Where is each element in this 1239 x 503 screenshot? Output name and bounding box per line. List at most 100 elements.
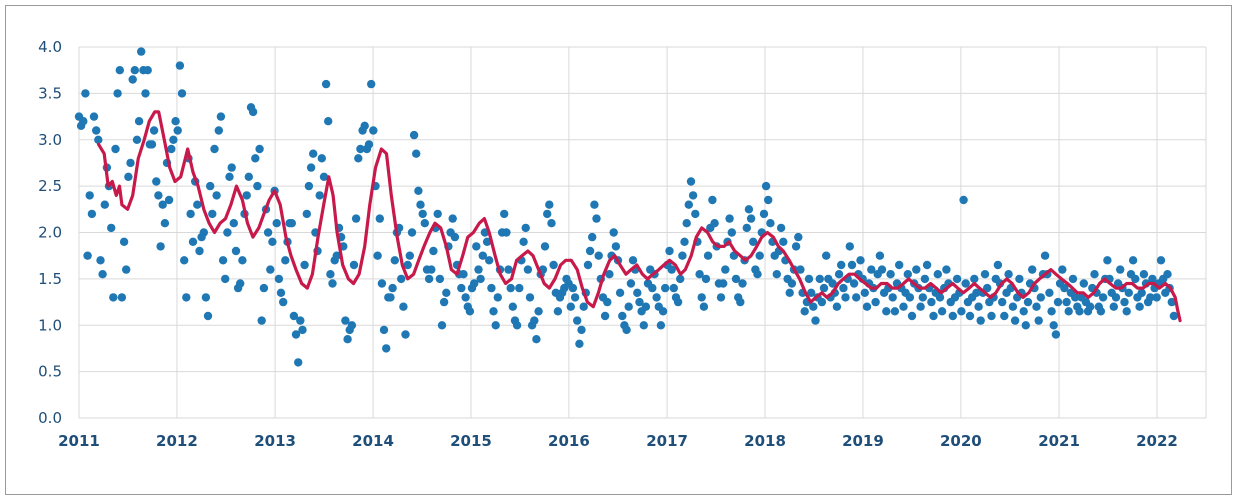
x-tick-label: 2019 (842, 432, 884, 450)
data-point (296, 316, 305, 325)
data-point (736, 297, 745, 307)
data-point (154, 191, 163, 200)
data-point (832, 302, 842, 311)
data-point (309, 149, 318, 158)
data-point (688, 191, 698, 200)
data-point (377, 279, 387, 288)
data-point (137, 47, 146, 56)
data-point (860, 288, 869, 297)
data-point (583, 260, 593, 270)
data-point (1139, 270, 1149, 279)
data-point (229, 219, 238, 228)
data-point (113, 89, 122, 98)
data-point (1152, 293, 1161, 302)
data-point (570, 293, 580, 302)
data-point (678, 251, 687, 260)
x-tick-label: 2016 (548, 432, 590, 450)
gridlines (78, 46, 1207, 419)
data-point (470, 279, 479, 288)
data-point (343, 335, 352, 344)
data-point (577, 325, 586, 335)
data-point (708, 195, 717, 205)
data-point (149, 126, 159, 135)
data-point (98, 270, 107, 279)
data-point (837, 260, 846, 270)
data-point (248, 107, 258, 117)
data-point (1051, 330, 1061, 339)
data-point (1047, 307, 1056, 316)
data-point (800, 307, 809, 316)
data-point (94, 135, 103, 144)
data-point (122, 265, 131, 274)
data-point (442, 288, 451, 297)
data-point (465, 307, 475, 316)
data-point (489, 307, 498, 316)
data-point (506, 283, 515, 293)
y-tick-label: 1.5 (38, 270, 62, 288)
data-point (124, 172, 133, 181)
data-point (742, 223, 751, 233)
data-point (437, 321, 447, 330)
data-point (324, 117, 333, 126)
data-point (841, 293, 850, 302)
data-point (360, 121, 369, 130)
data-point (965, 311, 975, 321)
data-point (96, 256, 105, 265)
data-point (403, 260, 412, 270)
data-point (291, 330, 301, 339)
data-point (669, 283, 678, 293)
data-point (549, 260, 558, 270)
data-point (811, 316, 820, 325)
data-point (351, 214, 361, 223)
data-point (349, 260, 359, 270)
data-point (302, 209, 311, 219)
data-point (379, 325, 389, 335)
data-point (272, 219, 281, 228)
data-point (1071, 293, 1080, 302)
data-point (238, 256, 247, 265)
trend-line (97, 110, 1182, 323)
data-point (1120, 297, 1129, 307)
data-point (1062, 297, 1071, 307)
data-point (590, 200, 599, 209)
data-point (817, 297, 827, 307)
data-point (435, 274, 445, 284)
data-point (828, 279, 837, 288)
data-point (673, 297, 683, 307)
x-tick-label: 2021 (1038, 432, 1080, 450)
data-point (279, 297, 288, 307)
data-point (1060, 283, 1069, 293)
data-point (201, 293, 211, 302)
data-point (100, 200, 110, 209)
data-point (289, 311, 299, 321)
data-point (918, 293, 927, 302)
data-point (414, 186, 423, 195)
data-point (1146, 293, 1155, 302)
data-point (81, 89, 90, 98)
data-point (266, 265, 275, 274)
data-point (298, 325, 307, 335)
data-point (242, 191, 251, 200)
data-point (1015, 274, 1024, 284)
data-point (519, 237, 528, 246)
data-point (1122, 307, 1131, 316)
data-point (791, 242, 801, 251)
data-point (251, 154, 260, 163)
data-point (382, 344, 391, 353)
data-point (259, 283, 269, 293)
y-tick-label: 4.0 (38, 38, 62, 56)
data-point (635, 297, 644, 307)
data-point (699, 302, 709, 311)
data-point (397, 274, 406, 284)
data-point (912, 265, 921, 274)
data-point (328, 279, 337, 288)
data-point (418, 209, 427, 219)
data-point (972, 288, 981, 297)
data-point (1032, 302, 1041, 311)
data-point (540, 242, 550, 251)
data-point (332, 251, 341, 260)
data-point (1128, 256, 1138, 265)
data-point (530, 316, 539, 325)
data-point (594, 251, 603, 260)
